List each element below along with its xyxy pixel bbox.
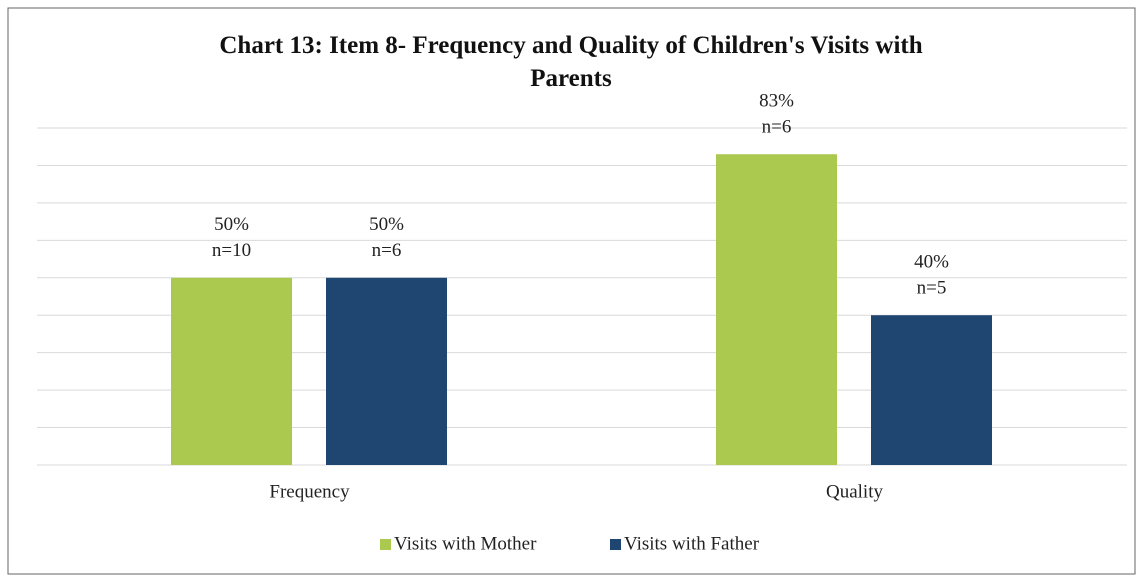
legend-swatch	[610, 539, 621, 550]
title-line: Parents	[530, 65, 612, 92]
value-label: 50%	[214, 214, 249, 235]
legend-swatch	[380, 539, 391, 550]
count-label: n=5	[917, 278, 947, 299]
x-tick-label: Frequency	[269, 481, 350, 502]
chart-title: Chart 13: Item 8- Frequency and Quality …	[219, 32, 922, 92]
legend-label: Visits with Mother	[394, 533, 537, 554]
bar	[326, 277, 447, 465]
x-tick-label: Quality	[826, 481, 883, 502]
count-label: n=6	[762, 117, 792, 138]
count-label: n=10	[212, 240, 251, 261]
value-label: 40%	[914, 252, 949, 273]
bar	[871, 315, 992, 465]
bar	[716, 154, 837, 465]
value-label: 83%	[759, 91, 794, 112]
legend-label: Visits with Father	[624, 533, 760, 554]
bar	[171, 277, 292, 465]
title-line: Chart 13: Item 8- Frequency and Quality …	[219, 32, 922, 59]
count-label: n=6	[372, 240, 402, 261]
value-label: 50%	[369, 214, 404, 235]
